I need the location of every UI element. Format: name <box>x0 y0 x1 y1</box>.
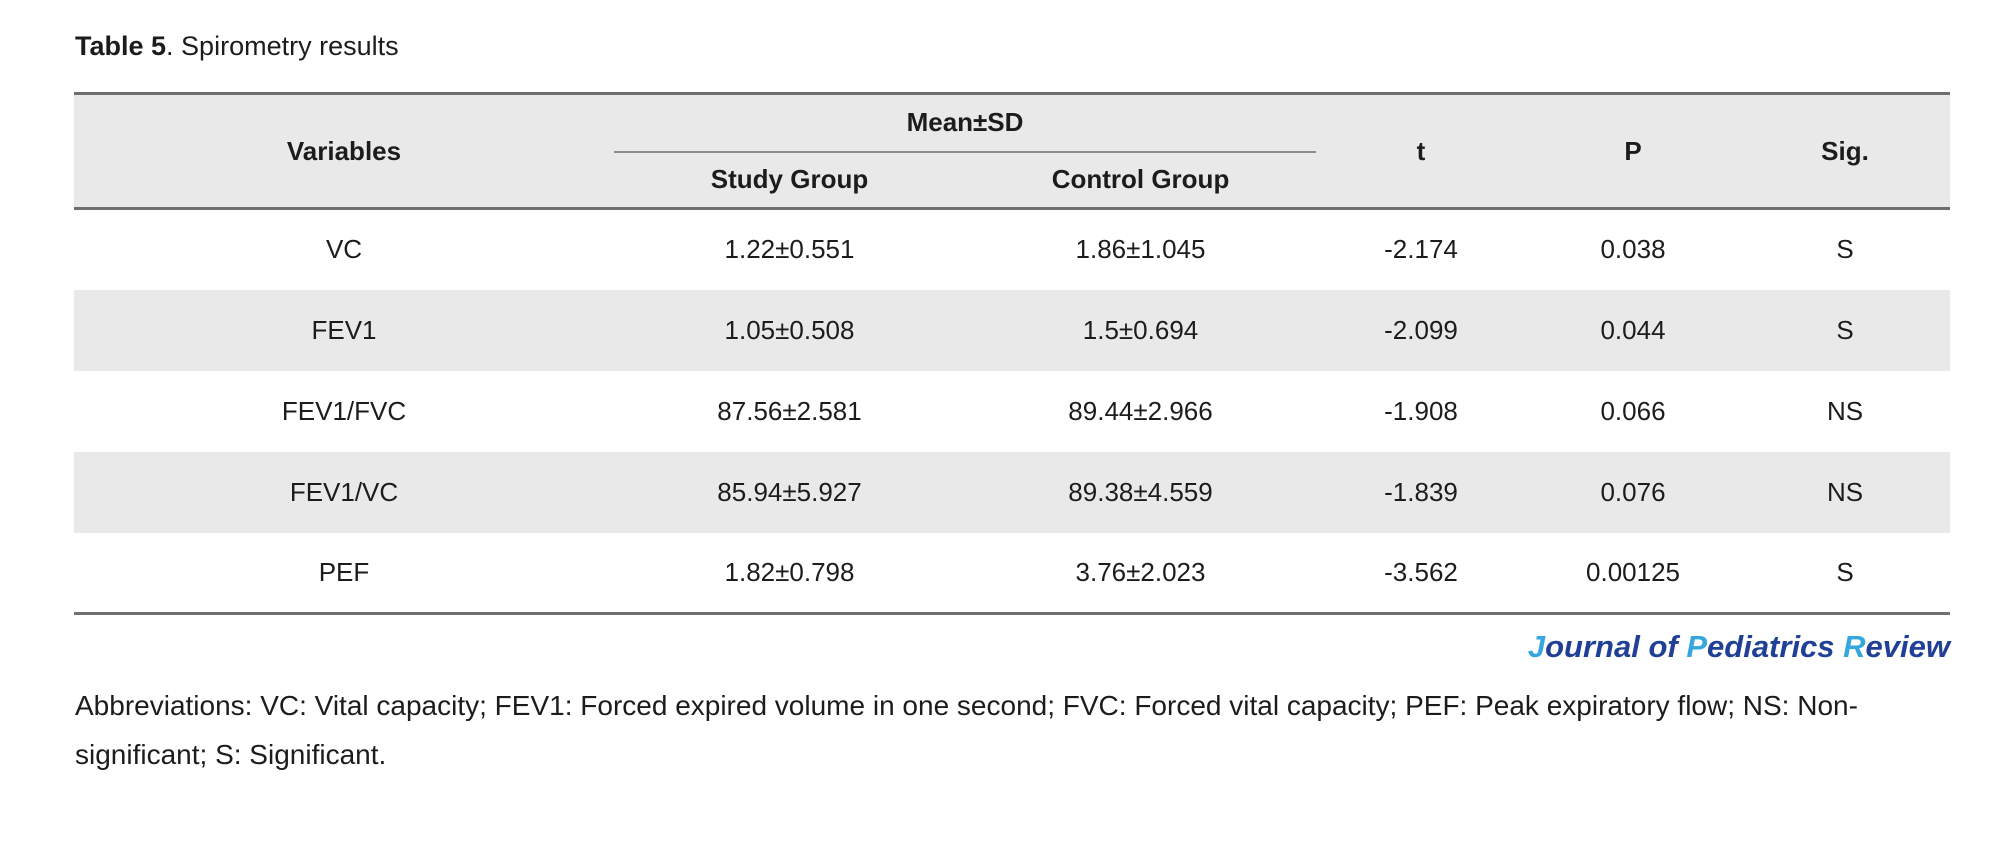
journal-logo: Journal of Pediatrics Review <box>74 629 1950 665</box>
cell-study-group: 1.05±0.508 <box>614 289 965 371</box>
cell-control-group: 89.44±2.966 <box>1068 395 1213 426</box>
cell-study-group: 85.94±5.927 <box>614 451 965 533</box>
journal-logo-initial: J <box>1527 629 1546 664</box>
cell-p: 0.076 <box>1526 451 1741 533</box>
col-header-study-group: Study Group <box>614 151 965 210</box>
cell-p: 0.066 <box>1600 395 1666 426</box>
cell-sig: NS <box>1740 451 1951 533</box>
table-row: FEV1/FVC 87.56±2.581 89.44±2.966 -1.908 … <box>74 371 1950 452</box>
cell-study-group: 1.22±0.551 <box>724 234 855 265</box>
cell-p: 0.038 <box>1600 234 1666 265</box>
cell-control-group: 1.86±1.045 <box>1075 234 1206 265</box>
col-header-sig: Sig. <box>1740 92 1951 210</box>
journal-logo-text: ediatrics <box>1707 629 1844 664</box>
col-header-variables: Variables <box>74 92 614 210</box>
table-number: Table 5 <box>75 31 167 61</box>
col-header-t: t <box>1316 92 1527 210</box>
header-row-top: Variables Mean±SD t P Sig. <box>74 92 1951 210</box>
col-header-mean-sd: Mean±SD <box>614 92 1317 153</box>
cell-sig: NS <box>1826 395 1864 426</box>
abbreviations-footnote: Abbreviations: VC: Vital capacity; FEV1:… <box>75 690 1858 770</box>
cell-t: -2.174 <box>1384 234 1458 265</box>
cell-variable: PEF <box>74 532 614 615</box>
table-title: Table 5. Spirometry results <box>75 28 1950 64</box>
table-header: Variables Mean±SD t P Sig. Study Group C… <box>74 92 1951 210</box>
spirometry-table: Variables Mean±SD t P Sig. Study Group C… <box>74 92 1951 615</box>
cell-t: -1.839 <box>1316 451 1527 533</box>
cell-control-group: 89.38±4.559 <box>965 451 1317 533</box>
cell-variable: VC <box>325 234 363 265</box>
cell-t: -1.908 <box>1384 395 1458 426</box>
cell-variable: FEV1/FVC <box>281 395 407 426</box>
cell-p: 0.00125 <box>1526 532 1741 615</box>
cell-t: -3.562 <box>1316 532 1527 615</box>
journal-logo-initial: R <box>1843 629 1866 664</box>
table-row: FEV1/VC 85.94±5.927 89.38±4.559 -1.839 0… <box>74 451 1951 533</box>
table-row: VC 1.22±0.551 1.86±1.045 -2.174 0.038 S <box>74 209 1950 290</box>
table-row: PEF 1.82±0.798 3.76±2.023 -3.562 0.00125… <box>74 532 1951 615</box>
document-page: Table 5. Spirometry results Variables Me… <box>74 28 1951 779</box>
cell-sig: S <box>1836 234 1854 265</box>
cell-variable: FEV1 <box>74 289 614 371</box>
table-body: VC 1.22±0.551 1.86±1.045 -2.174 0.038 S … <box>74 209 1951 615</box>
journal-logo-initial: P <box>1686 629 1708 664</box>
cell-study-group: 1.82±0.798 <box>614 532 965 615</box>
journal-logo-text: eview <box>1865 629 1950 664</box>
cell-t: -2.099 <box>1316 289 1527 371</box>
journal-logo-text: ournal of <box>1545 629 1687 664</box>
cell-sig: S <box>1740 289 1951 371</box>
cell-control-group: 3.76±2.023 <box>965 532 1317 615</box>
col-header-control-group: Control Group <box>965 151 1317 210</box>
cell-sig: S <box>1740 532 1951 615</box>
cell-study-group: 87.56±2.581 <box>717 395 862 426</box>
cell-p: 0.044 <box>1526 289 1741 371</box>
col-header-p: P <box>1526 92 1741 210</box>
header-row-sub: Study Group Control Group <box>74 151 1950 210</box>
cell-variable: FEV1/VC <box>74 451 614 533</box>
table-caption: . Spirometry results <box>166 31 399 61</box>
cell-control-group: 1.5±0.694 <box>965 289 1317 371</box>
table-row: FEV1 1.05±0.508 1.5±0.694 -2.099 0.044 S <box>74 289 1951 371</box>
